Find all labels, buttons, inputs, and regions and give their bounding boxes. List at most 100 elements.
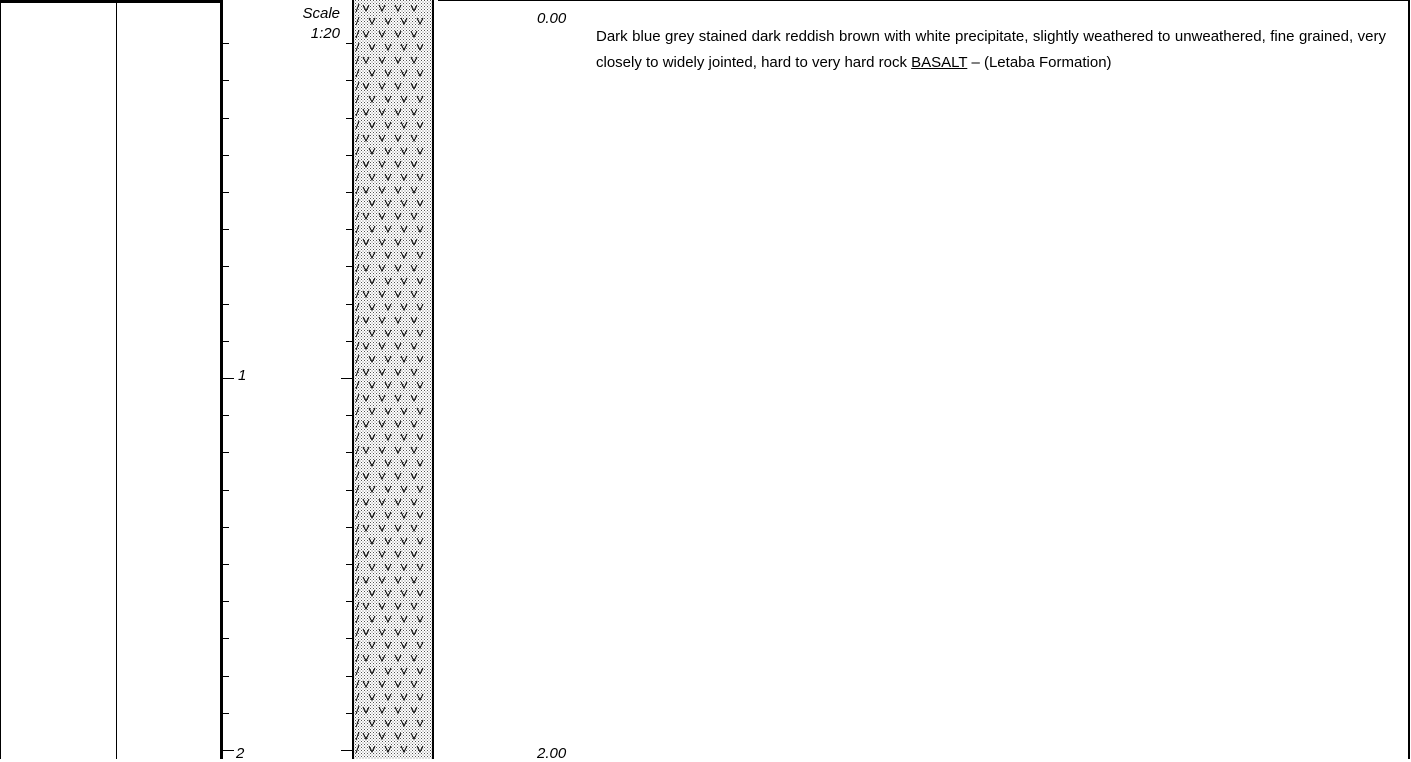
basalt-v-mark [378,82,386,91]
basalt-v-mark [368,17,376,26]
basalt-slash-mark [355,419,360,429]
basalt-v-mark [410,160,418,169]
basalt-slash-mark [355,276,360,286]
basalt-slash-mark [355,549,360,559]
basalt-slash-mark [355,81,360,91]
basalt-v-mark [368,511,376,520]
litho-tick [341,378,352,379]
basalt-v-mark [416,589,424,598]
basalt-v-mark [416,381,424,390]
depth-major-tick [220,378,234,379]
basalt-v-mark [362,524,370,533]
basalt-slash-mark [355,484,360,494]
basalt-v-mark [378,56,386,65]
basalt-v-mark [394,732,402,741]
basalt-v-mark [410,30,418,39]
basalt-v-mark [410,56,418,65]
basalt-v-mark [394,316,402,325]
basalt-v-mark [410,550,418,559]
basalt-v-mark [394,30,402,39]
litho-tick [346,675,352,677]
basalt-v-mark [410,680,418,689]
basalt-v-mark [400,537,408,546]
basalt-v-mark [416,745,424,754]
basalt-slash-mark [355,133,360,143]
basalt-v-mark [368,433,376,442]
basalt-v-mark [394,160,402,169]
basalt-v-mark [368,199,376,208]
litho-tick [346,712,352,714]
litho-tick [346,638,352,640]
basalt-v-mark [410,706,418,715]
litho-tick [346,117,352,119]
basalt-v-mark [410,524,418,533]
depth-minor-tick [223,303,229,305]
basalt-v-mark [378,342,386,351]
basalt-v-mark [378,732,386,741]
layer-description: Dark blue grey stained dark reddish brow… [596,24,1386,76]
basalt-v-mark [368,95,376,104]
basalt-v-mark [416,537,424,546]
basalt-v-mark [394,602,402,611]
basalt-slash-mark [355,94,360,104]
basalt-v-mark [378,550,386,559]
basalt-v-mark [416,485,424,494]
basalt-slash-mark [355,497,360,507]
basalt-v-mark [416,225,424,234]
basalt-v-mark [400,199,408,208]
depth-minor-tick [223,117,229,119]
basalt-v-mark [368,719,376,728]
litho-tick [346,415,352,417]
basalt-v-mark [394,212,402,221]
basalt-v-mark [394,446,402,455]
basalt-v-mark [400,589,408,598]
basalt-v-mark [416,511,424,520]
basalt-v-mark [368,693,376,702]
basalt-slash-mark [355,341,360,351]
basalt-slash-mark [355,718,360,728]
basalt-v-mark [368,745,376,754]
basalt-v-mark [362,602,370,611]
basalt-v-mark [394,264,402,273]
top-border-right [438,0,1410,1]
basalt-v-mark [394,654,402,663]
litho-tick [346,43,352,45]
basalt-v-mark [394,82,402,91]
basalt-v-mark [384,95,392,104]
basalt-v-mark [400,563,408,572]
left-border [0,0,1,759]
basalt-v-mark [362,82,370,91]
basalt-v-mark [394,706,402,715]
basalt-slash-mark [355,29,360,39]
basalt-v-mark [394,342,402,351]
basalt-v-mark [368,459,376,468]
litho-tick [346,564,352,565]
basalt-v-mark [384,147,392,156]
basalt-v-mark [400,381,408,390]
basalt-v-mark [416,43,424,52]
basalt-v-mark [378,30,386,39]
basalt-v-mark [400,355,408,364]
basalt-v-mark [384,589,392,598]
depth-minor-tick [223,452,229,454]
basalt-v-mark [384,433,392,442]
basalt-v-mark [384,199,392,208]
basalt-v-mark [368,277,376,286]
basalt-v-mark [410,342,418,351]
basalt-v-mark [378,212,386,221]
basalt-v-mark [384,537,392,546]
basalt-v-mark [410,82,418,91]
basalt-v-mark [384,69,392,78]
basalt-v-mark [384,615,392,624]
basalt-v-mark [416,69,424,78]
basalt-v-mark [410,264,418,273]
basalt-v-mark [362,30,370,39]
basalt-v-mark [378,4,386,13]
litho-tick [346,303,352,305]
basalt-v-mark [384,251,392,260]
basalt-v-mark [362,654,370,663]
basalt-v-mark [410,186,418,195]
basalt-v-mark [410,498,418,507]
basalt-v-mark [384,121,392,130]
basalt-slash-mark [355,55,360,65]
